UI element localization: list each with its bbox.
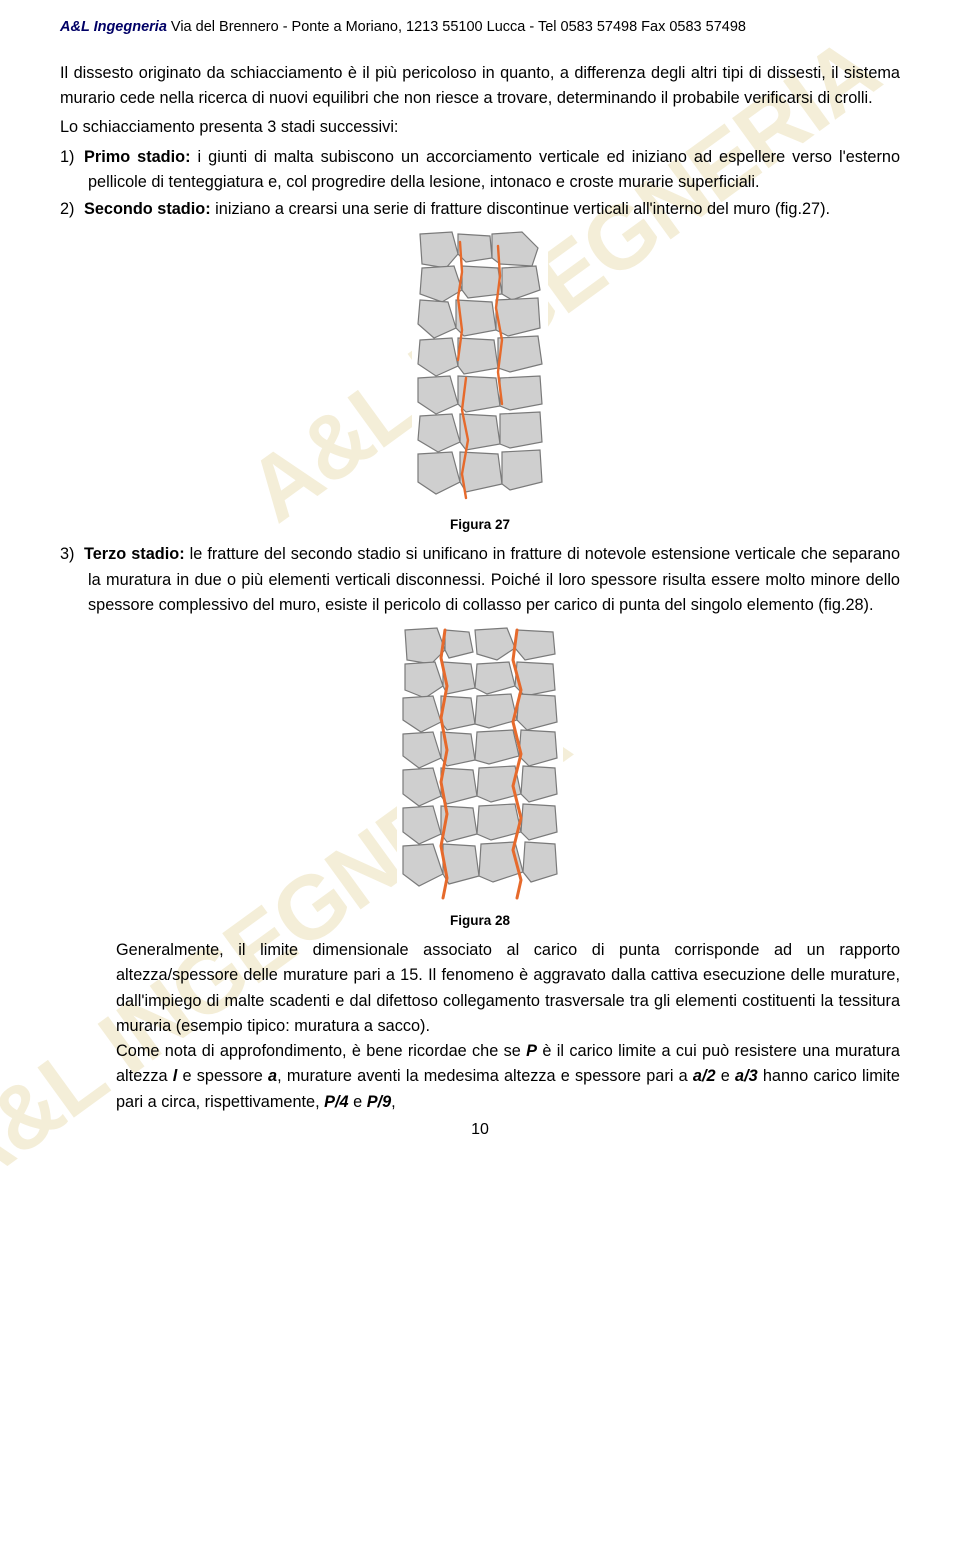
page-header: A&L Ingegneria Via del Brennero - Ponte … xyxy=(60,18,900,37)
list-number: 1) xyxy=(60,145,84,170)
list-item-3: 3)Terzo stadio: le fratture del secondo … xyxy=(60,542,900,618)
list-number: 2) xyxy=(60,197,84,222)
variable-a-half: a/2 xyxy=(693,1067,716,1085)
list-item-1: 1)Primo stadio: i giunti di malta subisc… xyxy=(60,145,900,196)
list-lead: Secondo stadio: xyxy=(84,200,211,218)
variable-a: a xyxy=(268,1067,277,1085)
list-lead: Terzo stadio: xyxy=(84,545,185,563)
variable-P4: P/4 xyxy=(324,1093,348,1111)
figure-28-caption: Figura 28 xyxy=(60,913,900,928)
paragraph: Lo schiacciamento presenta 3 stadi succe… xyxy=(60,115,900,140)
text-run: , xyxy=(391,1093,396,1111)
list-lead: Primo stadio: xyxy=(84,148,191,166)
company-address: Via del Brennero - Ponte a Moriano, 1213… xyxy=(167,19,746,35)
figure-28 xyxy=(60,624,900,907)
figure-28-image xyxy=(397,624,563,902)
page-number: 10 xyxy=(60,1121,900,1139)
text-run: Come nota di approfondimento, è bene ric… xyxy=(116,1042,526,1060)
figure-27 xyxy=(60,228,900,511)
list-text: le fratture del secondo stadio si unific… xyxy=(88,545,900,614)
variable-P: P xyxy=(526,1042,537,1060)
variable-P9: P/9 xyxy=(367,1093,391,1111)
figure-27-caption: Figura 27 xyxy=(60,517,900,532)
list-text: iniziano a crearsi una serie di fratture… xyxy=(211,200,830,218)
indented-paragraph: Generalmente, il limite dimensionale ass… xyxy=(60,938,900,1039)
list-text: i giunti di malta subiscono un accorciam… xyxy=(88,148,900,191)
indented-paragraph: Come nota di approfondimento, è bene ric… xyxy=(60,1039,900,1115)
figure-27-image xyxy=(412,228,548,506)
variable-a-third: a/3 xyxy=(735,1067,758,1085)
text-run: e xyxy=(716,1067,735,1085)
list-item-2: 2)Secondo stadio: iniziano a crearsi una… xyxy=(60,197,900,222)
paragraph: Il dissesto originato da schiacciamento … xyxy=(60,61,900,112)
document-page: A&L INGEGNERIA A&L INGEGNERIA A&L Ingegn… xyxy=(0,0,960,1139)
text-run: e xyxy=(349,1093,367,1111)
company-name: A&L Ingegneria xyxy=(60,19,167,35)
text-run: , murature aventi la medesima altezza e … xyxy=(277,1067,693,1085)
text-run: e spessore xyxy=(177,1067,268,1085)
list-number: 3) xyxy=(60,542,84,567)
